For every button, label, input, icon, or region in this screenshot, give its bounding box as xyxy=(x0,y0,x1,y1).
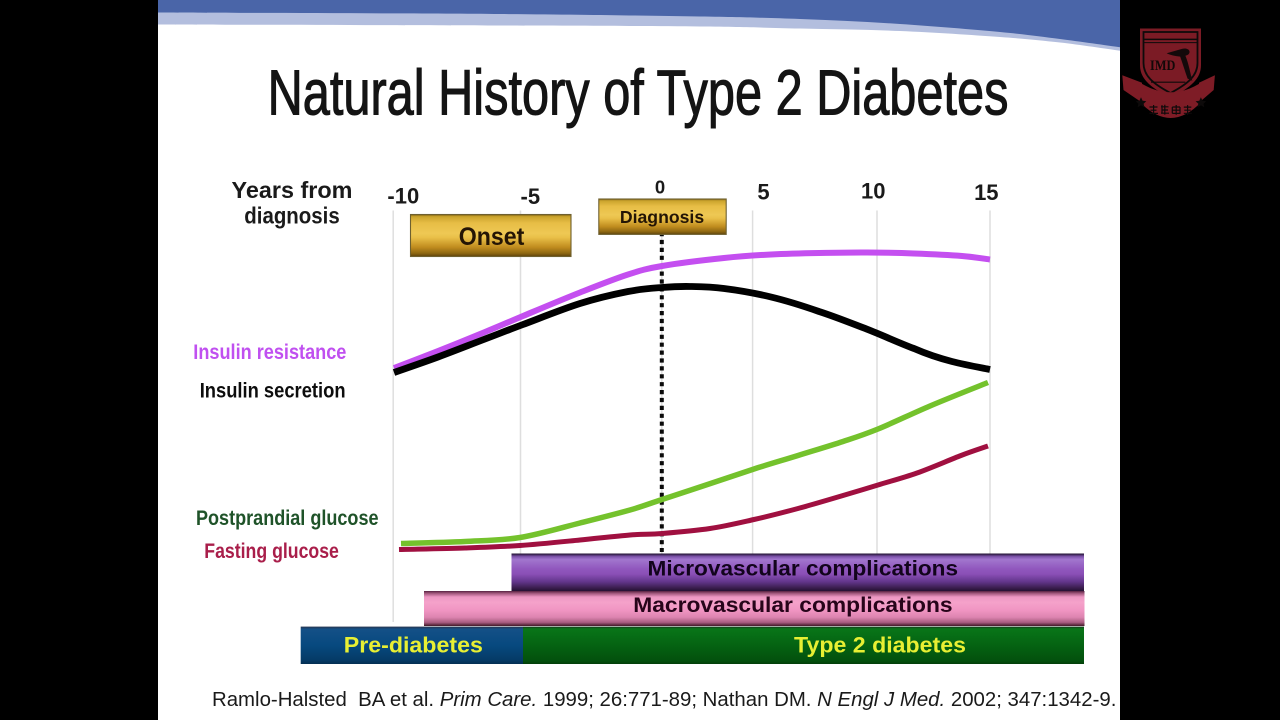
svg-text:15: 15 xyxy=(974,180,998,205)
svg-text:Insulin secretion: Insulin secretion xyxy=(200,379,346,403)
svg-text:Pre-diabetes: Pre-diabetes xyxy=(344,632,483,657)
svg-text:Natural History of Type 2 Diab: Natural History of Type 2 Diabetes xyxy=(268,58,1009,129)
svg-text:10: 10 xyxy=(861,179,885,204)
svg-text:0: 0 xyxy=(655,177,665,198)
svg-text:Fasting glucose: Fasting glucose xyxy=(204,539,339,563)
svg-text:IMD: IMD xyxy=(1150,57,1176,73)
svg-text:5: 5 xyxy=(757,179,769,204)
svg-text:Diagnosis: Diagnosis xyxy=(620,207,705,227)
svg-text:Postprandial glucose: Postprandial glucose xyxy=(196,506,379,530)
svg-text:-10: -10 xyxy=(387,183,419,208)
svg-text:Insulin resistance: Insulin resistance xyxy=(193,341,346,365)
svg-text:Microvascular complications: Microvascular complications xyxy=(648,556,959,580)
svg-text:Years from: Years from xyxy=(232,177,353,203)
svg-text:Ramlo-Halsted BA et al. Prim: Ramlo-Halsted BA et al. Prim Care. 1999;… xyxy=(212,689,1116,711)
svg-text:-5: -5 xyxy=(521,184,541,209)
svg-text:Onset: Onset xyxy=(459,223,525,251)
svg-text:Type 2 diabetes: Type 2 diabetes xyxy=(794,632,966,658)
svg-text:diagnosis: diagnosis xyxy=(244,202,339,228)
svg-text:Macrovascular complications: Macrovascular complications xyxy=(633,593,952,617)
